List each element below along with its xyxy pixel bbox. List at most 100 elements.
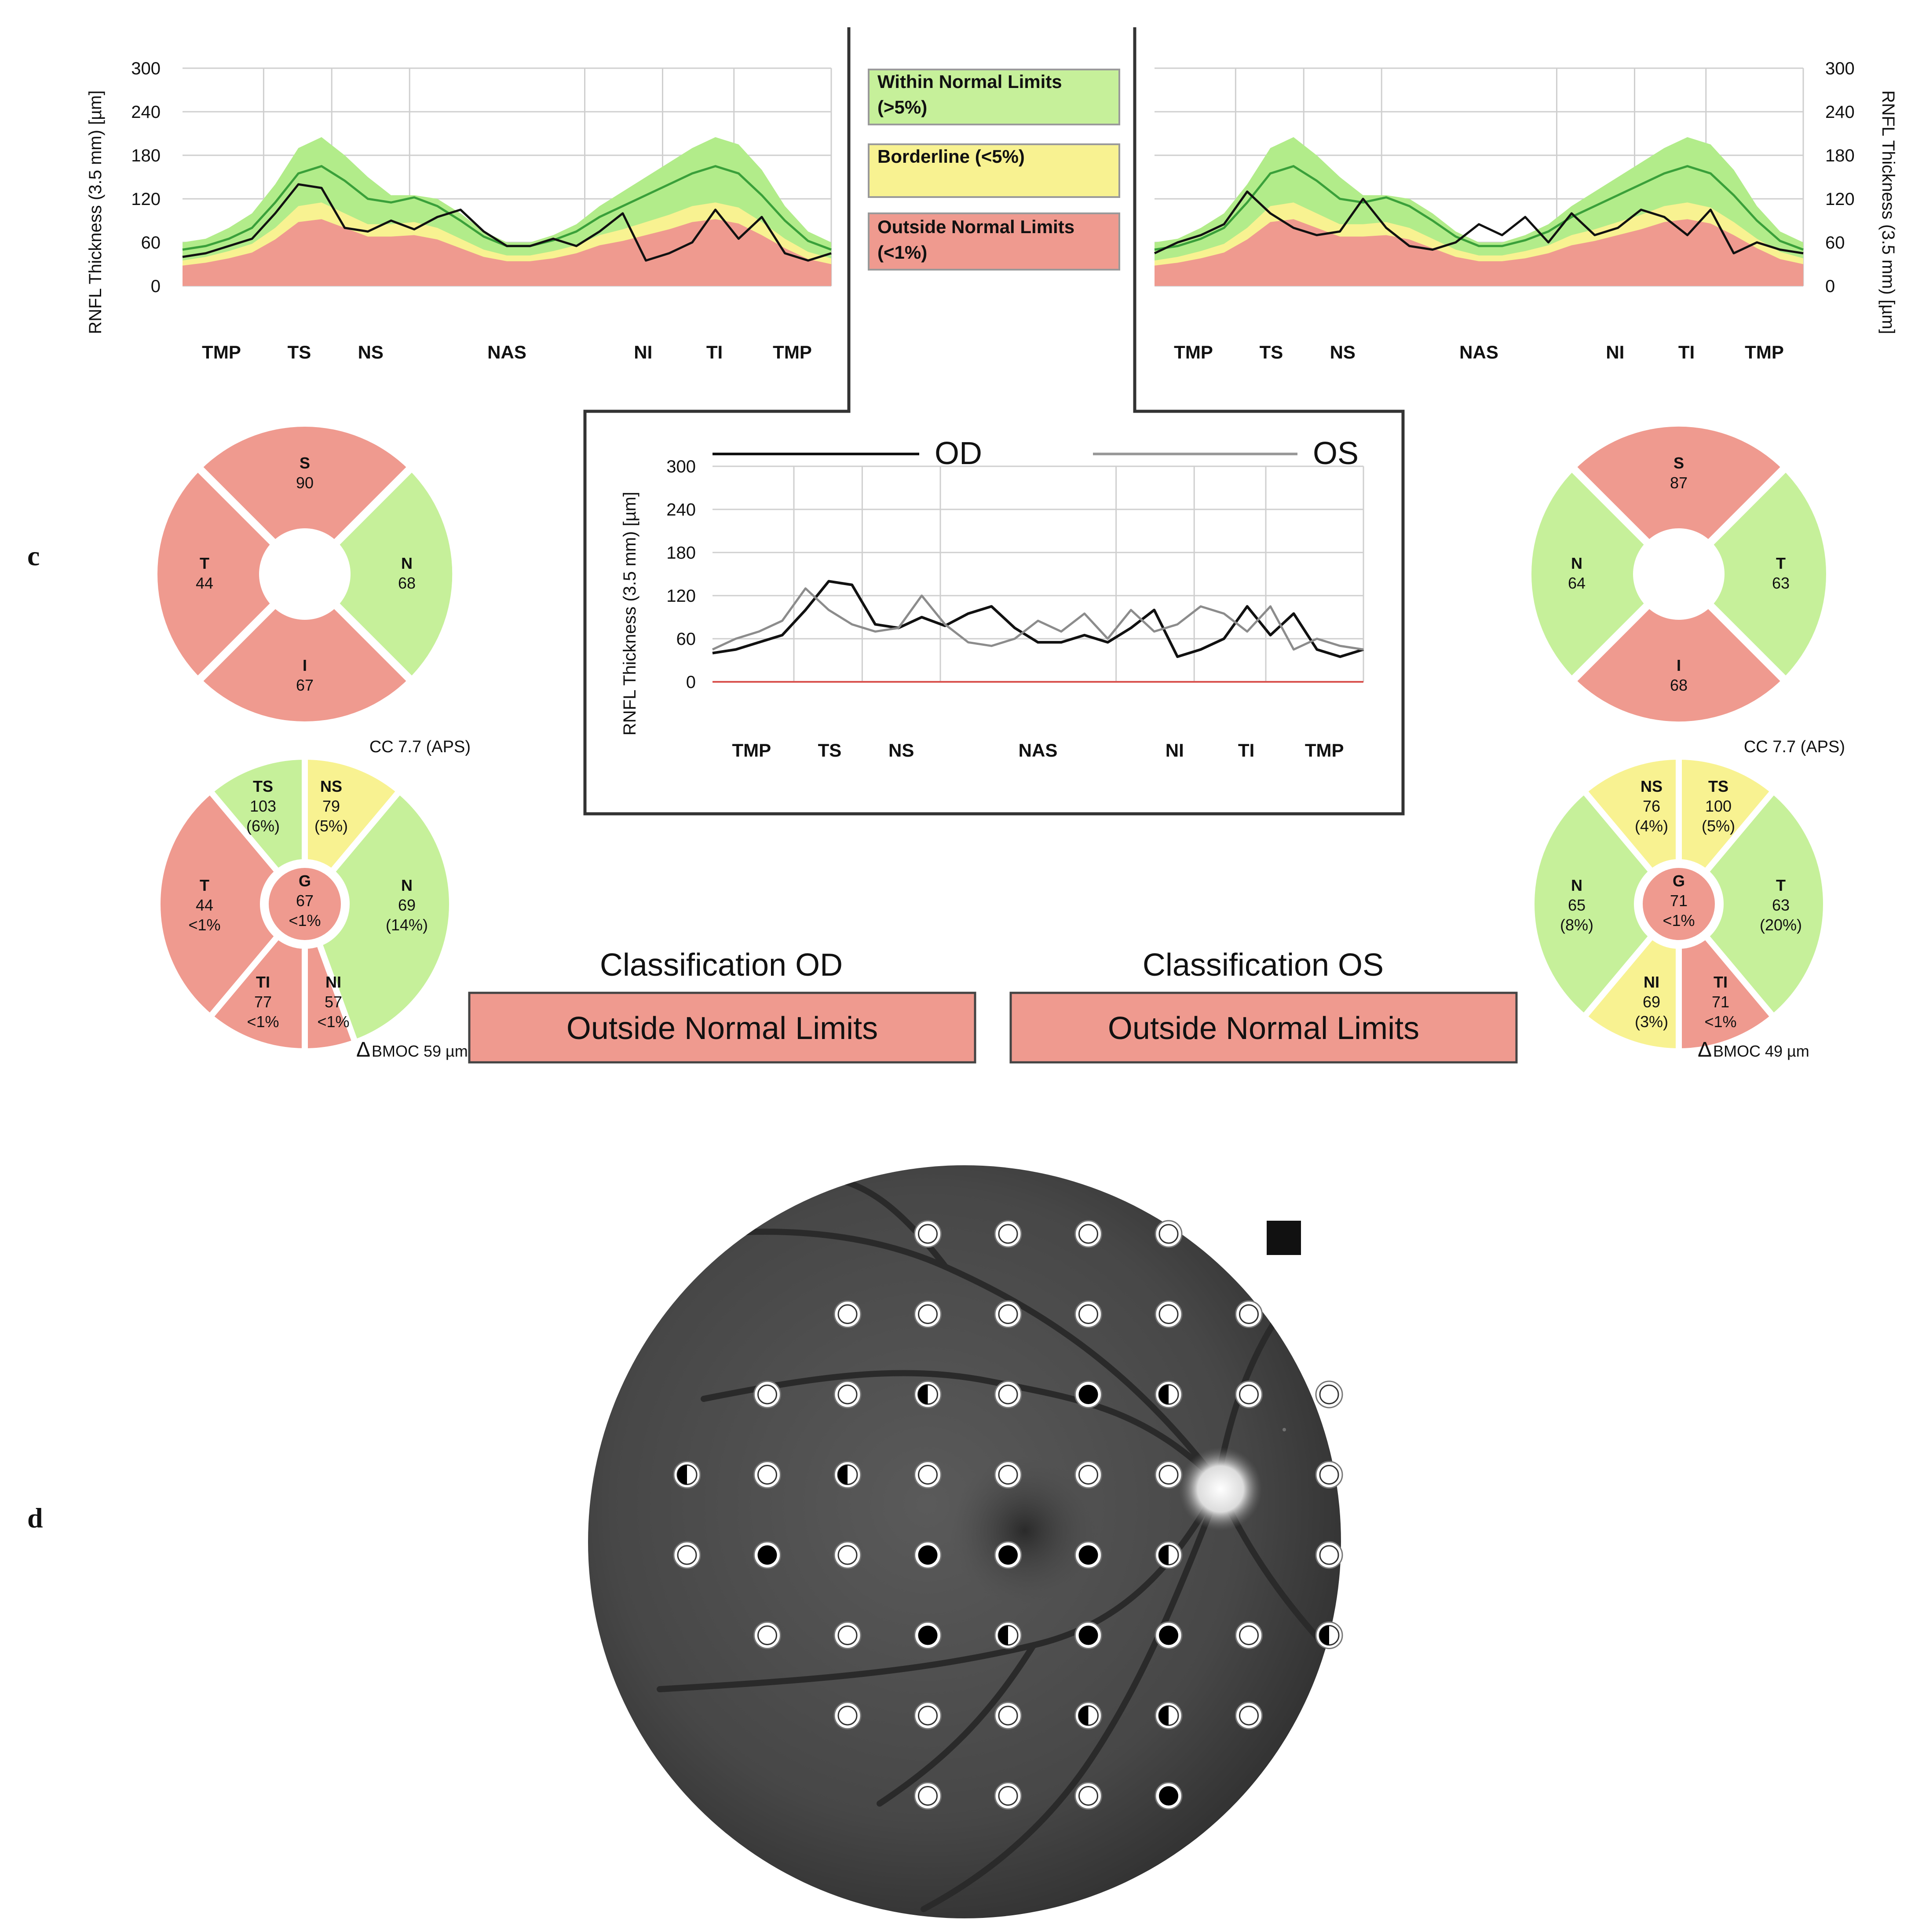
sector-g-label: G — [1673, 872, 1685, 890]
os-quadrant-diagram: S 87 N 64 T 63 I 68 — [1531, 426, 1826, 722]
x-sector-label: TMP — [1305, 740, 1344, 761]
sector-ni-pct: (3%) — [1635, 1013, 1668, 1031]
sector-g-value: 67 — [296, 892, 314, 910]
x-sector-label: NS — [358, 342, 384, 362]
sector-ns-label: NS — [320, 777, 342, 795]
os-q-n-label: N — [1571, 554, 1582, 572]
os-q-s-value: 87 — [1670, 474, 1688, 492]
sector-ts-label: TS — [253, 777, 273, 795]
perimetry-dot-normal — [918, 1705, 938, 1726]
sector-n-label: N — [1571, 876, 1582, 894]
perimetry-dot-partial — [918, 1385, 928, 1404]
y-tick-label: 60 — [676, 629, 696, 649]
os-q-t-label: T — [1776, 554, 1786, 572]
od-bmoc-label: BMOC 59 µm — [372, 1042, 468, 1060]
normative-mean-line — [1154, 165, 1804, 251]
x-sector-label: NAS — [1019, 740, 1058, 761]
legend-onl-label: Outside Normal Limits — [877, 216, 1074, 237]
sector-ns-label: NS — [1641, 777, 1663, 795]
y-tick-label: 120 — [1825, 190, 1855, 209]
perimetry-dot-normal — [837, 1304, 858, 1324]
sector-ti-pct: <1% — [247, 1013, 279, 1031]
perimetry-dot-normal — [837, 1705, 858, 1726]
perimetry-dots — [673, 1220, 1343, 1810]
sector-ti-pct: <1% — [1704, 1013, 1736, 1031]
x-sector-label: TS — [288, 342, 311, 362]
panel-divider-lines — [583, 27, 1405, 816]
y-tick-label: 60 — [141, 233, 161, 252]
perimetry-dot-normal — [1078, 1224, 1098, 1244]
od-q-t-value: 44 — [196, 574, 213, 592]
sector-ts-value: 103 — [250, 797, 276, 815]
perimetry-dot-partial — [1078, 1706, 1089, 1725]
sector-ts-label: TS — [1708, 777, 1728, 795]
compare-line-os — [712, 587, 1364, 651]
x-sector-label: TMP — [732, 740, 771, 761]
y-tick-label: 0 — [686, 673, 696, 692]
x-sector-label: TI — [1238, 740, 1254, 761]
sector-t — [154, 787, 282, 1021]
measured-line — [182, 183, 832, 262]
perimetry-dot-normal — [1239, 1705, 1259, 1726]
x-sector-label: NI — [1166, 740, 1184, 761]
perimetry-dot-partial — [1159, 1545, 1169, 1565]
perimetry-dot-partial — [1159, 1385, 1169, 1404]
os-bmoc-label: BMOC 49 µm — [1713, 1042, 1809, 1060]
legend: Within Normal Limits (>5%) Borderline (<… — [868, 69, 1120, 271]
panel-label-d: d — [27, 1502, 43, 1533]
sector-n-value: 65 — [1568, 896, 1586, 914]
legend-wnl-label: Within Normal Limits — [877, 71, 1062, 92]
x-sector-label: NI — [1606, 342, 1624, 362]
sector-ni-label: NI — [1644, 973, 1659, 991]
perimetry-dot-normal — [998, 1705, 1018, 1726]
sector-ni-value: 57 — [325, 993, 342, 1011]
sector-n — [1528, 787, 1656, 1021]
x-sector-label: TMP — [202, 342, 241, 362]
classification-od-value: Outside Normal Limits — [566, 1011, 878, 1046]
perimetry-dot-partial — [838, 1465, 848, 1485]
perimetry-dot-normal — [757, 1384, 777, 1405]
sector-n-label: N — [401, 876, 413, 894]
sector-ti — [205, 931, 308, 1055]
perimetry-dot-normal — [918, 1224, 938, 1244]
perimetry-dot-normal — [998, 1786, 1018, 1806]
perimetry-dot-normal — [998, 1384, 1018, 1405]
perimetry-dot-partial — [677, 1465, 687, 1485]
os-sector-diagram: NS76(4%)TS100(5%)T63(20%)TI71<1%NI69(3%)… — [1528, 753, 1829, 1055]
sector-n — [315, 787, 455, 1046]
od-sector-diagram: TS 103 (6%) NS 79 (5%) N 69 (14%) NI 57 <1% TI 77 <1% T… — [154, 753, 455, 1055]
sector-ns — [302, 753, 404, 877]
legend-onl-pct: (<1%) — [877, 242, 927, 263]
y-tick-label: 0 — [151, 277, 161, 296]
perimetry-dot-normal — [837, 1384, 858, 1405]
sector-t-pct: (20%) — [1760, 916, 1802, 934]
sector-ts-value: 100 — [1705, 797, 1732, 815]
measured-line — [1154, 190, 1804, 255]
perimetry-dot-defect — [1159, 1786, 1178, 1806]
perimetry-dot-normal — [918, 1304, 938, 1324]
perimetry-dot-normal — [757, 1625, 777, 1645]
od-q-n-label: N — [401, 554, 413, 572]
sector-ni — [1579, 931, 1682, 1055]
y-tick-label: 300 — [1825, 59, 1855, 78]
y-tick-label: 240 — [1825, 102, 1855, 122]
y-tick-label: 120 — [666, 586, 696, 606]
sector-ts-pct: (6%) — [246, 817, 280, 835]
perimetry-dot-partial — [998, 1625, 1008, 1645]
legend-od-label: OD — [935, 436, 982, 471]
perimetry-dot-defect — [1078, 1545, 1098, 1565]
perimetry-dot-normal — [1078, 1786, 1098, 1806]
corner-marker — [1267, 1221, 1301, 1255]
legend-borderline-label: Borderline (<5%) — [877, 146, 1025, 167]
os-q-n-value: 64 — [1568, 574, 1586, 592]
classification-os: Classification OS Outside Normal Limits — [1009, 948, 1518, 1064]
compare-line-od — [712, 580, 1364, 658]
sector-t-label: T — [200, 876, 209, 894]
x-sector-label: NAS — [1459, 342, 1498, 362]
perimetry-dot-normal — [837, 1545, 858, 1565]
sector-ti-value: 71 — [1712, 993, 1729, 1011]
os-bmoc: Δ BMOC 49 µm — [1698, 1038, 1809, 1061]
y-axis-label: RNFL Thickness (3.5 mm) [µm] — [620, 492, 639, 735]
perimetry-dot-normal — [998, 1465, 1018, 1485]
sector-ns — [1579, 753, 1682, 877]
